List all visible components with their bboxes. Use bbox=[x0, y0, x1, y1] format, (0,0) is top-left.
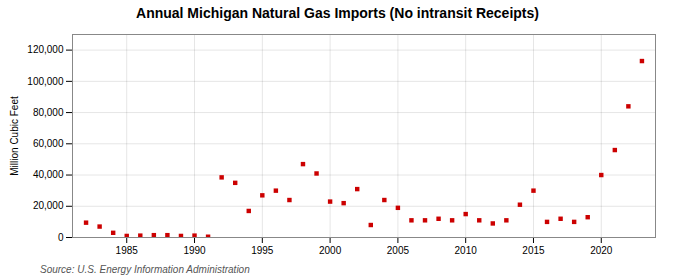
svg-text:2020: 2020 bbox=[590, 245, 613, 256]
svg-text:80,000: 80,000 bbox=[33, 107, 64, 118]
svg-text:20,000: 20,000 bbox=[33, 200, 64, 211]
svg-text:1995: 1995 bbox=[251, 245, 274, 256]
html-text:Source: U.S. Energy Informatio: Source: U.S. Energy Information Administ… bbox=[40, 264, 250, 275]
svg-text:Million Cubic Feet: Million Cubic Feet bbox=[9, 96, 20, 176]
svg-text:100,000: 100,000 bbox=[27, 76, 64, 87]
svg-text:2005: 2005 bbox=[387, 245, 410, 256]
svg-text:60,000: 60,000 bbox=[33, 138, 64, 149]
html-text:Annual Michigan Natural Gas Im: Annual Michigan Natural Gas Imports (No … bbox=[136, 5, 539, 21]
svg-text:2015: 2015 bbox=[522, 245, 545, 256]
svg-text:1990: 1990 bbox=[183, 245, 206, 256]
svg-text:2000: 2000 bbox=[319, 245, 342, 256]
svg-text:0: 0 bbox=[58, 232, 64, 243]
svg-text:1985: 1985 bbox=[116, 245, 139, 256]
svg-text:2010: 2010 bbox=[455, 245, 478, 256]
svg-text:120,000: 120,000 bbox=[27, 44, 64, 55]
svg-text:40,000: 40,000 bbox=[33, 169, 64, 180]
